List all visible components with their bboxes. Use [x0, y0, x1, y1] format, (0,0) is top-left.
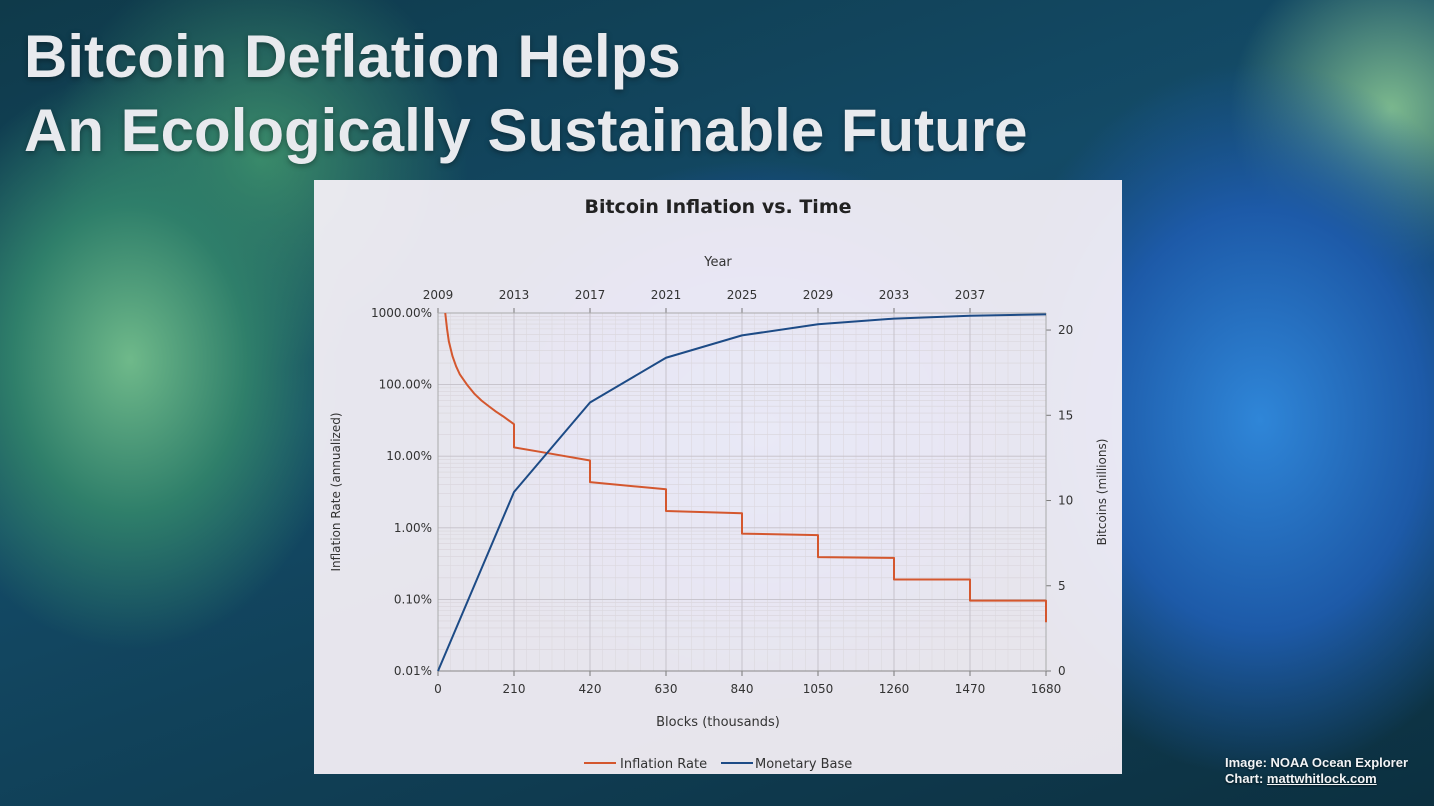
chart-title: Bitcoin Inflation vs. Time	[584, 196, 851, 218]
x2-tick-label: 2033	[879, 288, 910, 302]
y2-tick-label: 10	[1058, 494, 1073, 508]
x2-tick-label: 2025	[727, 288, 758, 302]
x2-tick-label: 2013	[499, 288, 530, 302]
chart-panel: 0.01% 0.10% 1.00% 10.00% 100.00% 1000.00% 0 210…	[314, 180, 1122, 774]
y-axis-label: Inflation Rate (annualized)	[329, 412, 343, 571]
image-credits: Image: NOAA Ocean Explorer Chart: mattwh…	[1225, 755, 1408, 787]
legend-label-inflation: Inflation Rate	[620, 757, 707, 772]
chart-legend: Inflation Rate Monetary Base	[584, 757, 852, 772]
slide-title-line-2: An Ecologically Sustainable Future	[24, 97, 1028, 164]
x-axis-label: Blocks (thousands)	[656, 715, 780, 730]
y-tick-label: 100.00%	[379, 378, 432, 392]
image-credit-line: Image: NOAA Ocean Explorer	[1225, 755, 1408, 771]
x-tick-label: 1470	[955, 682, 986, 696]
x-tick-label: 420	[579, 682, 602, 696]
image-credit-source: NOAA Ocean Explorer	[1270, 755, 1409, 770]
chart-credit-label: Chart:	[1225, 771, 1264, 786]
series-line-monetary-base	[437, 313, 1047, 672]
x-tick-label: 840	[731, 682, 754, 696]
chart-credit-link[interactable]: mattwhitlock.com	[1266, 771, 1377, 786]
y2-tick-label: 15	[1058, 408, 1073, 422]
x-tick-label: 210	[503, 682, 526, 696]
legend-label-monetary-base: Monetary Base	[755, 757, 852, 772]
y-tick-label: 1000.00%	[371, 306, 432, 320]
x2-axis-label: Year	[703, 255, 732, 270]
x2-tick-label: 2029	[803, 288, 834, 302]
y-tick-label: 1.00%	[394, 521, 432, 535]
y2-tick-label: 20	[1058, 323, 1073, 337]
x-tick-label: 0	[434, 682, 442, 696]
y-tick-label: 10.00%	[386, 449, 432, 463]
y-tick-label: 0.01%	[394, 664, 432, 678]
x2-tick-label: 2017	[575, 288, 606, 302]
slide-title: Bitcoin Deflation Helps An Ecologically …	[24, 20, 1028, 168]
chart-axes	[437, 308, 1051, 676]
x-tick-label: 630	[655, 682, 678, 696]
x2-tick-label: 2009	[423, 288, 454, 302]
chart-labels: 0.01% 0.10% 1.00% 10.00% 100.00% 1000.00% 0 210…	[371, 288, 1073, 696]
y2-tick-label: 5	[1058, 579, 1066, 593]
inflation-chart: 0.01% 0.10% 1.00% 10.00% 100.00% 1000.00% 0 210…	[329, 196, 1109, 772]
y2-tick-label: 0	[1058, 664, 1066, 678]
x-tick-label: 1260	[879, 682, 910, 696]
chart-series	[437, 312, 1047, 672]
x2-tick-label: 2021	[651, 288, 682, 302]
x-tick-label: 1680	[1031, 682, 1062, 696]
chart-credit-line: Chart: mattwhitlock.com	[1225, 771, 1408, 787]
x-tick-label: 1050	[803, 682, 834, 696]
chart-major-grid	[437, 312, 1047, 672]
y-tick-label: 0.10%	[394, 592, 432, 606]
slide-title-line-1: Bitcoin Deflation Helps	[24, 23, 681, 90]
x2-tick-label: 2037	[955, 288, 986, 302]
y2-axis-label: Bitcoins (millions)	[1095, 439, 1109, 546]
image-credit-label: Image:	[1225, 755, 1267, 770]
